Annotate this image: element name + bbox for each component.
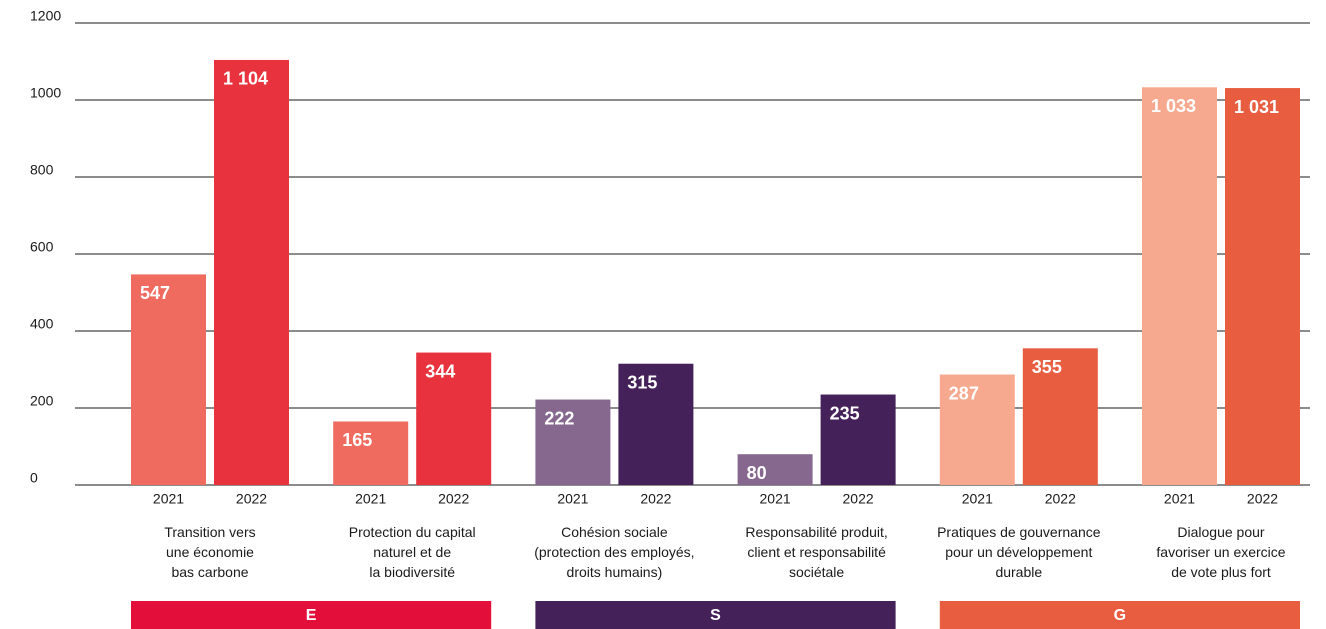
bar (1225, 88, 1300, 485)
category-label: Transition vers une économie bas carbone (164, 524, 255, 580)
bar (1142, 87, 1217, 486)
value-label: 80 (747, 463, 767, 483)
pillar-band (939, 601, 1300, 629)
value-label: 547 (140, 283, 170, 303)
value-label: 1 104 (223, 69, 268, 89)
y-tick-label: 0 (30, 470, 38, 486)
year-label: 2021 (1164, 491, 1195, 507)
year-label: 2022 (1045, 491, 1076, 507)
year-label: 2021 (557, 491, 588, 507)
y-tick-label: 400 (30, 316, 54, 332)
year-label: 2021 (355, 491, 386, 507)
year-label: 2022 (1247, 491, 1278, 507)
year-label: 2021 (153, 491, 184, 507)
value-label: 165 (342, 430, 372, 450)
value-label: 1 033 (1151, 96, 1196, 116)
y-tick-label: 1200 (30, 8, 61, 24)
year-label: 2021 (760, 491, 791, 507)
value-label: 1 031 (1234, 97, 1279, 117)
pillar-band (535, 601, 896, 629)
bar (214, 59, 289, 486)
y-tick-label: 600 (30, 239, 54, 255)
pillar-label: G (1114, 607, 1126, 624)
value-label: 235 (830, 403, 860, 423)
y-tick-label: 200 (30, 393, 54, 409)
category-label: Cohésion sociale (protection des employés… (534, 524, 694, 580)
category-label: Protection du capital naturel et de la bio… (349, 524, 476, 580)
pillar-band (131, 601, 492, 629)
value-label: 287 (949, 383, 979, 403)
y-tick-label: 1000 (30, 85, 61, 101)
value-label: 344 (425, 361, 455, 381)
pillar-label: S (710, 607, 721, 624)
bar (618, 363, 694, 485)
bar (737, 454, 813, 485)
bar (535, 399, 611, 485)
year-label: 2022 (843, 491, 874, 507)
bar (1022, 348, 1098, 485)
category-label: Dialogue pour favoriser un exercice de vot… (1156, 524, 1285, 580)
pillar-label: E (306, 607, 317, 624)
year-label: 2022 (236, 491, 267, 507)
year-label: 2021 (962, 491, 993, 507)
category-label: Responsabilité produit, client et respons… (745, 524, 887, 580)
year-label: 2022 (640, 491, 671, 507)
year-label: 2022 (438, 491, 469, 507)
category-label: Pratiques de gouvernance pour un développ… (937, 524, 1101, 580)
bar (333, 421, 409, 485)
y-tick-label: 800 (30, 162, 54, 178)
bar (131, 274, 206, 485)
value-label: 222 (544, 408, 574, 428)
value-label: 355 (1032, 357, 1062, 377)
value-label: 315 (627, 372, 657, 392)
bar (820, 394, 896, 485)
bar (939, 374, 1015, 485)
bar (416, 352, 492, 485)
